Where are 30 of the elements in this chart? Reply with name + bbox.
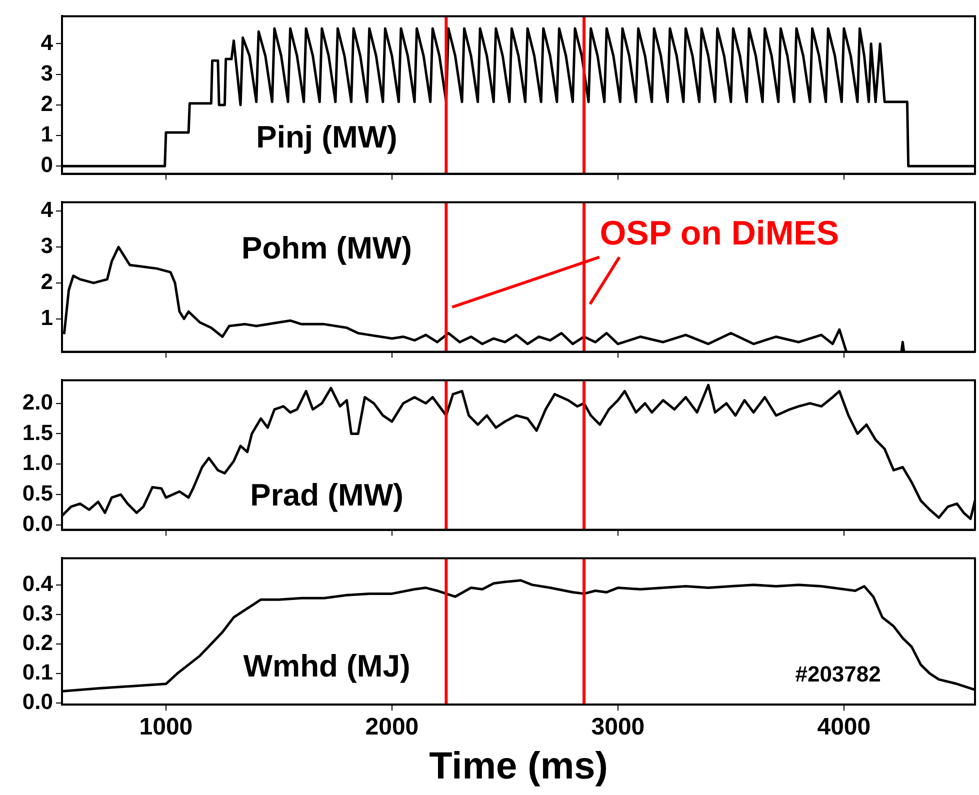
y-axis-title: Pinj (MW) [256,120,398,155]
y-tick-label: 0.4 [22,570,54,596]
y-axis-title: Prad (MW) [250,477,404,512]
y-tick-label: 2 [40,268,53,294]
y-tick-label: 1 [40,122,53,147]
y-tick-label: 0.2 [22,630,53,656]
x-axis-title: Time (ms) [429,746,608,788]
y-tick-label: 1.0 [22,450,53,476]
annotation: #203782 [795,661,881,686]
y-tick-label: 2 [40,91,53,116]
y-tick-label: 1 [40,304,53,330]
x-tick-label: 3000 [591,714,645,741]
y-axis-title: Wmhd (MJ) [243,648,410,684]
y-tick-label: 0 [40,152,53,178]
y-tick-label: 0.3 [22,600,53,626]
y-axis-title: Pohm (MW) [242,230,412,266]
y-tick-label: 3 [40,60,53,86]
y-tick-label: 4 [40,30,54,55]
x-tick-label: 1000 [139,714,193,741]
x-tick-label: 4000 [817,714,871,741]
y-tick-label: 1.5 [22,420,53,445]
y-tick-label: 4 [40,197,54,222]
y-tick-label: 0.0 [22,510,53,536]
y-tick-label: 0.0 [22,689,53,714]
x-tick-label: 2000 [365,714,419,741]
annotation: OSP on DiMES [600,214,840,252]
y-tick-label: 3 [40,233,53,258]
y-tick-label: 2.0 [22,389,53,414]
y-tick-label: 0.5 [22,480,53,506]
y-tick-label: 0.1 [22,660,53,685]
